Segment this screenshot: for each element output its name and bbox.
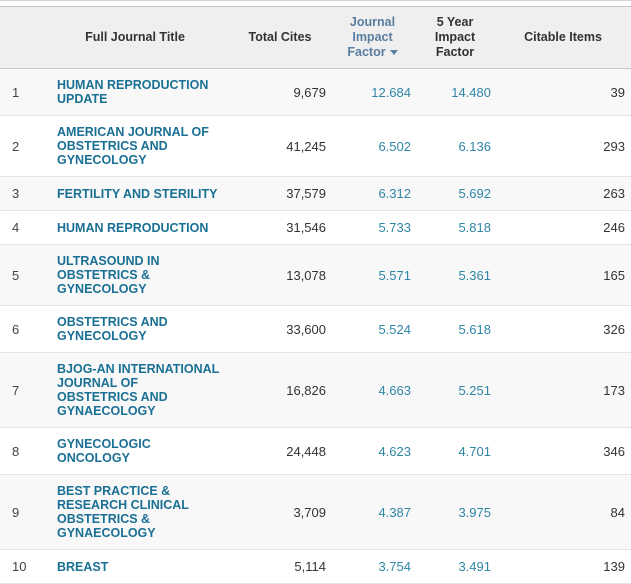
rank-value: 6	[0, 305, 40, 353]
total-cites-value: 16,826	[230, 352, 330, 428]
total-cites-value: 41,245	[230, 115, 330, 177]
column-header-label: Journal Impact Factor	[347, 15, 396, 59]
table-row: 9 BEST PRACTICE & RESEARCH CLINICAL OBST…	[0, 474, 631, 550]
column-header-full-journal-title[interactable]: Full Journal Title	[40, 6, 230, 69]
total-cites-value: 9,679	[230, 68, 330, 116]
journal-title-link[interactable]: BREAST	[40, 549, 230, 584]
impact-factor-value: 4.663	[330, 352, 415, 428]
impact-factor-value: 4.387	[330, 474, 415, 550]
impact-factor-value: 6.502	[330, 115, 415, 177]
five-year-impact-factor-value: 4.701	[415, 427, 495, 475]
citable-items-value: 346	[495, 427, 631, 475]
column-header-citable-items[interactable]: Citable Items	[495, 6, 631, 69]
citable-items-value: 165	[495, 244, 631, 306]
impact-factor-value: 5.571	[330, 244, 415, 306]
column-header-5-year-impact-factor[interactable]: 5 Year Impact Factor	[415, 6, 495, 69]
five-year-impact-factor-value: 5.818	[415, 210, 495, 245]
journal-title-link[interactable]: AMERICAN JOURNAL OF OBSTETRICS AND GYNEC…	[40, 115, 230, 177]
citable-items-value: 293	[495, 115, 631, 177]
table-row: 3 FERTILITY AND STERILITY 37,579 6.312 5…	[0, 176, 631, 211]
table-row: 7 BJOG-AN INTERNATIONAL JOURNAL OF OBSTE…	[0, 352, 631, 428]
table-row: 10 BREAST 5,114 3.754 3.491 139	[0, 549, 631, 584]
five-year-impact-factor-value: 3.975	[415, 474, 495, 550]
column-header-rank	[0, 6, 40, 69]
journal-title-link[interactable]: HUMAN REPRODUCTION	[40, 210, 230, 245]
table-row: 8 GYNECOLOGIC ONCOLOGY 24,448 4.623 4.70…	[0, 427, 631, 475]
rank-value: 4	[0, 210, 40, 245]
citable-items-value: 246	[495, 210, 631, 245]
table-row: 4 HUMAN REPRODUCTION 31,546 5.733 5.818 …	[0, 210, 631, 245]
journal-title-link[interactable]: ULTRASOUND IN OBSTETRICS & GYNECOLOGY	[40, 244, 230, 306]
five-year-impact-factor-value: 6.136	[415, 115, 495, 177]
citable-items-value: 326	[495, 305, 631, 353]
five-year-impact-factor-value: 5.692	[415, 176, 495, 211]
journal-title-link[interactable]: BJOG-AN INTERNATIONAL JOURNAL OF OBSTETR…	[40, 352, 230, 428]
total-cites-value: 33,600	[230, 305, 330, 353]
citable-items-value: 84	[495, 474, 631, 550]
citable-items-value: 139	[495, 549, 631, 584]
journal-ranking-table: Full Journal Title Total Cites Journal I…	[0, 6, 631, 584]
total-cites-value: 13,078	[230, 244, 330, 306]
five-year-impact-factor-value: 5.618	[415, 305, 495, 353]
journal-title-link[interactable]: GYNECOLOGIC ONCOLOGY	[40, 427, 230, 475]
sort-descending-icon	[389, 50, 398, 55]
impact-factor-value: 5.733	[330, 210, 415, 245]
rank-value: 8	[0, 427, 40, 475]
table-row: 6 OBSTETRICS AND GYNECOLOGY 33,600 5.524…	[0, 305, 631, 353]
total-cites-value: 5,114	[230, 549, 330, 584]
citable-items-value: 39	[495, 68, 631, 116]
table-header-row: Full Journal Title Total Cites Journal I…	[0, 6, 631, 69]
impact-factor-value: 12.684	[330, 68, 415, 116]
table-row: 5 ULTRASOUND IN OBSTETRICS & GYNECOLOGY …	[0, 244, 631, 306]
rank-value: 1	[0, 68, 40, 116]
five-year-impact-factor-value: 3.491	[415, 549, 495, 584]
five-year-impact-factor-value: 5.251	[415, 352, 495, 428]
journal-title-link[interactable]: BEST PRACTICE & RESEARCH CLINICAL OBSTET…	[40, 474, 230, 550]
five-year-impact-factor-value: 14.480	[415, 68, 495, 116]
table-row: 1 HUMAN REPRODUCTION UPDATE 9,679 12.684…	[0, 68, 631, 116]
five-year-impact-factor-value: 5.361	[415, 244, 495, 306]
citable-items-value: 263	[495, 176, 631, 211]
total-cites-value: 31,546	[230, 210, 330, 245]
rank-value: 5	[0, 244, 40, 306]
rank-value: 3	[0, 176, 40, 211]
impact-factor-value: 5.524	[330, 305, 415, 353]
top-divider	[0, 0, 631, 6]
rank-value: 9	[0, 474, 40, 550]
column-header-journal-impact-factor[interactable]: Journal Impact Factor	[330, 6, 415, 69]
rank-value: 10	[0, 549, 40, 584]
table-row: 2 AMERICAN JOURNAL OF OBSTETRICS AND GYN…	[0, 115, 631, 177]
journal-title-link[interactable]: FERTILITY AND STERILITY	[40, 176, 230, 211]
total-cites-value: 37,579	[230, 176, 330, 211]
journal-title-link[interactable]: HUMAN REPRODUCTION UPDATE	[40, 68, 230, 116]
rank-value: 7	[0, 352, 40, 428]
total-cites-value: 24,448	[230, 427, 330, 475]
column-header-total-cites[interactable]: Total Cites	[230, 6, 330, 69]
impact-factor-value: 6.312	[330, 176, 415, 211]
total-cites-value: 3,709	[230, 474, 330, 550]
rank-value: 2	[0, 115, 40, 177]
citable-items-value: 173	[495, 352, 631, 428]
impact-factor-value: 3.754	[330, 549, 415, 584]
journal-title-link[interactable]: OBSTETRICS AND GYNECOLOGY	[40, 305, 230, 353]
impact-factor-value: 4.623	[330, 427, 415, 475]
